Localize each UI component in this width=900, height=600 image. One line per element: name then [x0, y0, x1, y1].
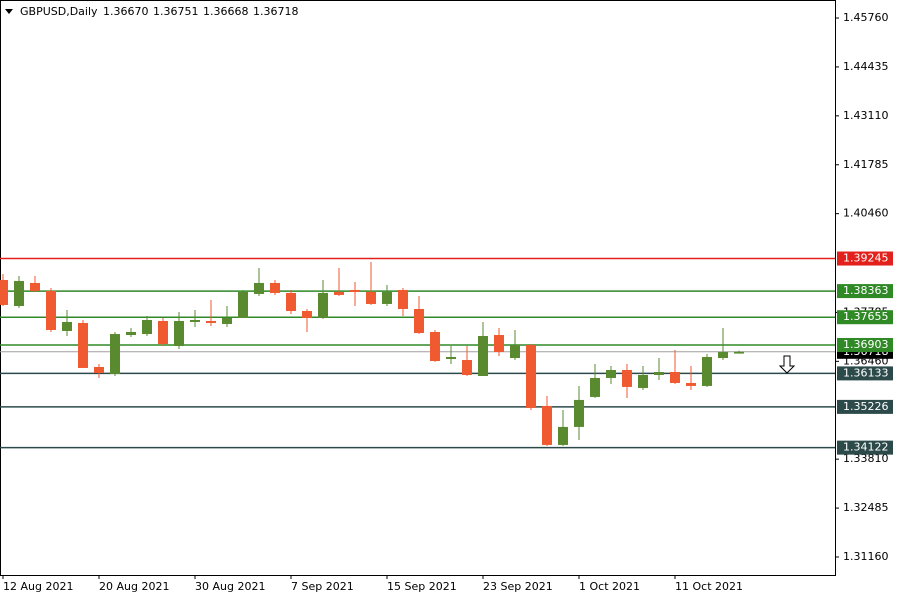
x-tick-label: 15 Sep 2021 [387, 580, 457, 593]
candle-body [350, 289, 360, 292]
quote-value: 1.36751 [153, 5, 199, 18]
x-tick-label: 1 Oct 2021 [579, 580, 640, 593]
x-tick-label: 11 Oct 2021 [675, 580, 743, 593]
candle-body [270, 282, 280, 293]
symbol-menu-icon[interactable] [5, 9, 13, 14]
level-box [837, 337, 893, 352]
y-tick-label: 1.31160 [843, 550, 889, 563]
candle-body [318, 292, 328, 318]
candle-body [686, 382, 696, 386]
candles [0, 261, 744, 446]
level-box [837, 251, 893, 266]
level-label: 1.39245 [843, 252, 889, 265]
candle-body [526, 345, 536, 408]
candle-body [430, 331, 440, 361]
candle-body [158, 320, 168, 345]
candle-body [590, 377, 600, 397]
level-label: 1.38363 [843, 284, 889, 297]
sell-arrow-icon [778, 355, 796, 374]
chart-title: GBPUSD,Daily [20, 5, 98, 18]
level-box [837, 366, 893, 381]
candle-body [142, 319, 152, 335]
x-tick-label: 23 Sep 2021 [483, 580, 553, 593]
candle-body [206, 320, 216, 323]
candle-body [0, 279, 8, 305]
candle-body [78, 322, 88, 368]
candle-body [94, 366, 104, 373]
candle-body [286, 292, 296, 311]
candle-body [622, 370, 632, 387]
candle-body [638, 374, 648, 388]
candle-body [542, 405, 552, 445]
candle-body [126, 331, 136, 336]
level-box [837, 284, 893, 299]
candle-body [462, 360, 472, 375]
level-label: 1.36133 [843, 366, 889, 379]
level-box [837, 310, 893, 325]
x-tick-label: 7 Sep 2021 [291, 580, 354, 593]
candle-body [398, 289, 408, 309]
axes: 1.457601.444351.431101.417851.404601.377… [2, 11, 893, 593]
candle-body [510, 345, 520, 359]
candle-body [718, 351, 728, 359]
candle-body [222, 317, 232, 324]
candle-body [254, 282, 264, 294]
x-tick-label: 30 Aug 2021 [195, 580, 265, 593]
x-tick-label: 12 Aug 2021 [3, 580, 73, 593]
levels [0, 257, 835, 449]
candle-body [30, 282, 40, 291]
level-label: 1.36903 [843, 338, 889, 351]
level-label: 1.35226 [843, 400, 889, 413]
candle-body [302, 310, 312, 318]
candle-body [734, 351, 744, 354]
candle-body [14, 280, 24, 306]
y-tick-label: 1.45760 [843, 11, 889, 24]
candle-body [414, 308, 424, 333]
quote: 1.36670 1.36751 1.36668 1.36718 [103, 5, 299, 18]
candle-body [46, 290, 56, 330]
candle-body [190, 319, 200, 322]
candle-body [174, 320, 184, 347]
y-tick-label: 1.41785 [843, 158, 889, 171]
quote-value: 1.36668 [203, 5, 249, 18]
y-tick-label: 1.43110 [843, 109, 889, 122]
quote-value: 1.36670 [103, 5, 149, 18]
candle-body [702, 357, 712, 386]
candle-body [494, 335, 504, 352]
quote-value: 1.36718 [253, 5, 299, 18]
candle-body [382, 291, 392, 304]
level-box [837, 440, 893, 455]
candle-body [334, 291, 344, 295]
y-tick-label: 1.32485 [843, 501, 889, 514]
candle-body [366, 291, 376, 304]
level-box [837, 399, 893, 414]
level-label: 1.37655 [843, 310, 889, 323]
candle-body [110, 334, 120, 374]
candle-body [558, 426, 568, 445]
level-label: 1.34122 [843, 441, 889, 454]
x-tick-label: 20 Aug 2021 [99, 580, 169, 593]
candle-body [654, 372, 664, 375]
y-tick-label: 1.44435 [843, 60, 889, 73]
candle-body [478, 336, 488, 376]
candle-body [574, 399, 584, 427]
candle-body [670, 372, 680, 383]
candle-body [446, 357, 456, 360]
y-tick-label: 1.33810 [843, 452, 889, 465]
candle-body [62, 321, 72, 331]
candle-body [238, 291, 248, 318]
candle-body [606, 370, 616, 378]
y-tick-label: 1.40460 [843, 207, 889, 220]
